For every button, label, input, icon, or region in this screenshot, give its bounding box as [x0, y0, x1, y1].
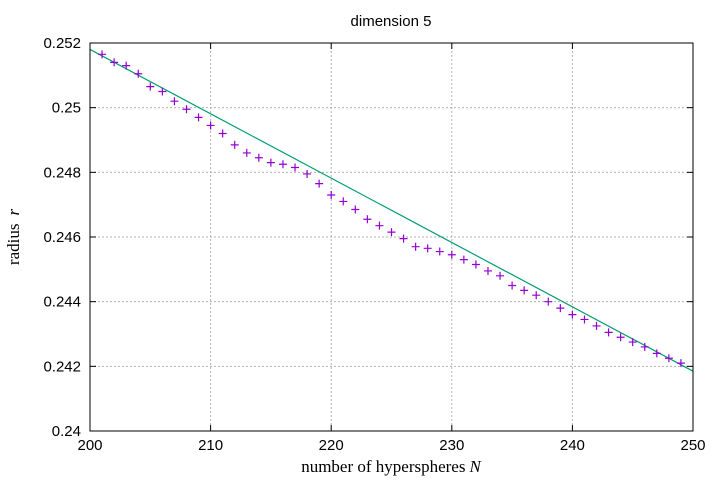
fit-line-layer [89, 48, 694, 372]
data-point [315, 179, 324, 188]
data-point [544, 297, 553, 306]
data-point [182, 105, 191, 114]
x-tick-label: 250 [680, 437, 705, 454]
x-tick-labels: 200 210 220 230 240 250 [77, 437, 705, 454]
data-point [592, 321, 601, 330]
data-point [110, 58, 119, 67]
data-point [134, 69, 143, 78]
data-point [532, 291, 541, 300]
x-axis-label-text: number of hyperspheres [301, 457, 465, 476]
x-tick-label: 230 [439, 437, 464, 454]
data-point [483, 266, 492, 275]
y-tick-label: 0.252 [43, 35, 81, 52]
data-point [471, 260, 480, 269]
y-tick-label: 0.24 [52, 423, 81, 440]
data-point [327, 190, 336, 199]
y-tick-label: 0.25 [52, 100, 81, 117]
data-point [652, 349, 661, 358]
data-point [303, 169, 312, 178]
data-point [363, 215, 372, 224]
data-point [628, 338, 637, 347]
data-point [230, 140, 239, 149]
grid-lines [90, 43, 693, 431]
fit-line [89, 48, 694, 372]
y-axis-label: radius r [4, 209, 23, 266]
data-point [375, 221, 384, 230]
data-point [339, 197, 348, 206]
x-tick-label: 210 [198, 437, 223, 454]
data-point [122, 61, 131, 70]
data-point [98, 50, 107, 59]
data-point [146, 82, 155, 91]
y-axis-variable: r [4, 209, 23, 216]
x-tick-label: 240 [560, 437, 585, 454]
data-point [435, 247, 444, 256]
data-point [218, 129, 227, 138]
y-tick-labels: 0.24 0.242 0.244 0.246 0.248 0.25 0.252 [43, 35, 81, 440]
tick-marks [89, 42, 694, 432]
data-point [604, 328, 613, 337]
data-point [170, 97, 179, 106]
y-tick-label: 0.248 [43, 164, 81, 181]
data-point [411, 242, 420, 251]
data-point [447, 250, 456, 259]
x-axis-label: number of hyperspheres N [301, 457, 482, 476]
data-point [242, 148, 251, 157]
data-point [387, 228, 396, 237]
data-point [254, 153, 263, 162]
data-point [278, 160, 287, 169]
y-tick-label: 0.244 [43, 294, 81, 311]
data-point [616, 333, 625, 342]
data-point [158, 87, 167, 96]
data-point [580, 315, 589, 324]
data-point [520, 286, 529, 295]
data-point [266, 158, 275, 167]
data-point [508, 281, 517, 290]
y-tick-label: 0.246 [43, 229, 81, 246]
data-point [568, 310, 577, 319]
data-point [351, 205, 360, 214]
data-points-layer [98, 50, 685, 368]
y-tick-label: 0.242 [43, 358, 81, 375]
y-axis-label-text: radius [4, 224, 23, 266]
data-point [423, 244, 432, 253]
x-tick-label: 220 [319, 437, 344, 454]
data-point [459, 255, 468, 264]
data-point [496, 271, 505, 280]
chart-title: dimension 5 [351, 13, 432, 30]
data-point [291, 163, 300, 172]
data-point [556, 304, 565, 313]
data-point [640, 342, 649, 351]
data-point [399, 234, 408, 243]
x-tick-label: 200 [77, 437, 102, 454]
data-point [664, 354, 673, 363]
data-point [206, 121, 215, 130]
data-point [194, 113, 203, 122]
x-axis-variable: N [468, 457, 482, 476]
data-point [676, 359, 685, 368]
